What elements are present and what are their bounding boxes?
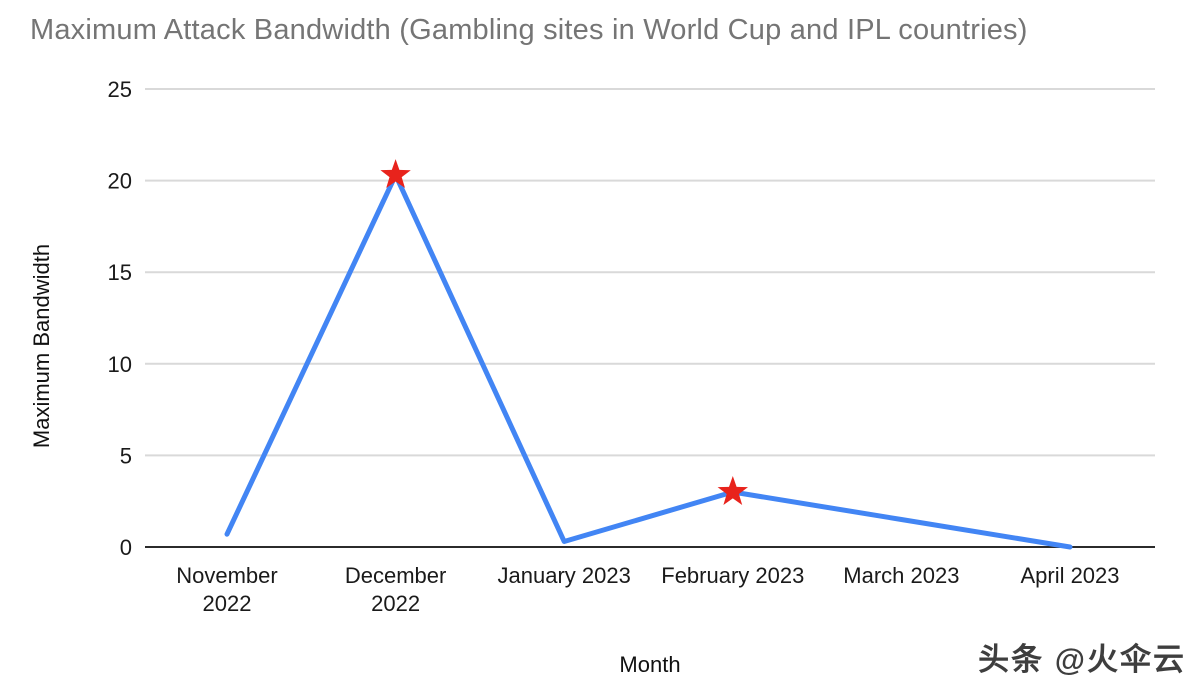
x-tick-label: April 2023 bbox=[1020, 563, 1119, 588]
x-tick-label: December 2022 bbox=[345, 563, 446, 616]
x-tick-label: November 2022 bbox=[176, 563, 277, 616]
x-tick-label: January 2023 bbox=[498, 563, 631, 588]
watermark: 头条 @火伞云 bbox=[978, 642, 1186, 677]
star-marker bbox=[717, 476, 748, 505]
data-line bbox=[224, 172, 1073, 550]
y-tick-label: 0 bbox=[120, 535, 132, 560]
x-tick-label: March 2023 bbox=[843, 563, 959, 588]
y-tick-label: 15 bbox=[108, 260, 132, 285]
y-tick-label: 5 bbox=[120, 443, 132, 468]
x-axis-title: Month bbox=[619, 652, 681, 677]
y-tick-label: 10 bbox=[108, 352, 132, 377]
y-tick-label: 25 bbox=[108, 77, 132, 102]
chart-title: Maximum Attack Bandwidth (Gambling sites… bbox=[30, 14, 1028, 46]
y-tick-label: 20 bbox=[108, 169, 132, 194]
star-marker bbox=[380, 159, 411, 188]
x-tick-label: February 2023 bbox=[661, 563, 804, 588]
y-axis-title: Maximum Bandwidth bbox=[29, 243, 54, 449]
